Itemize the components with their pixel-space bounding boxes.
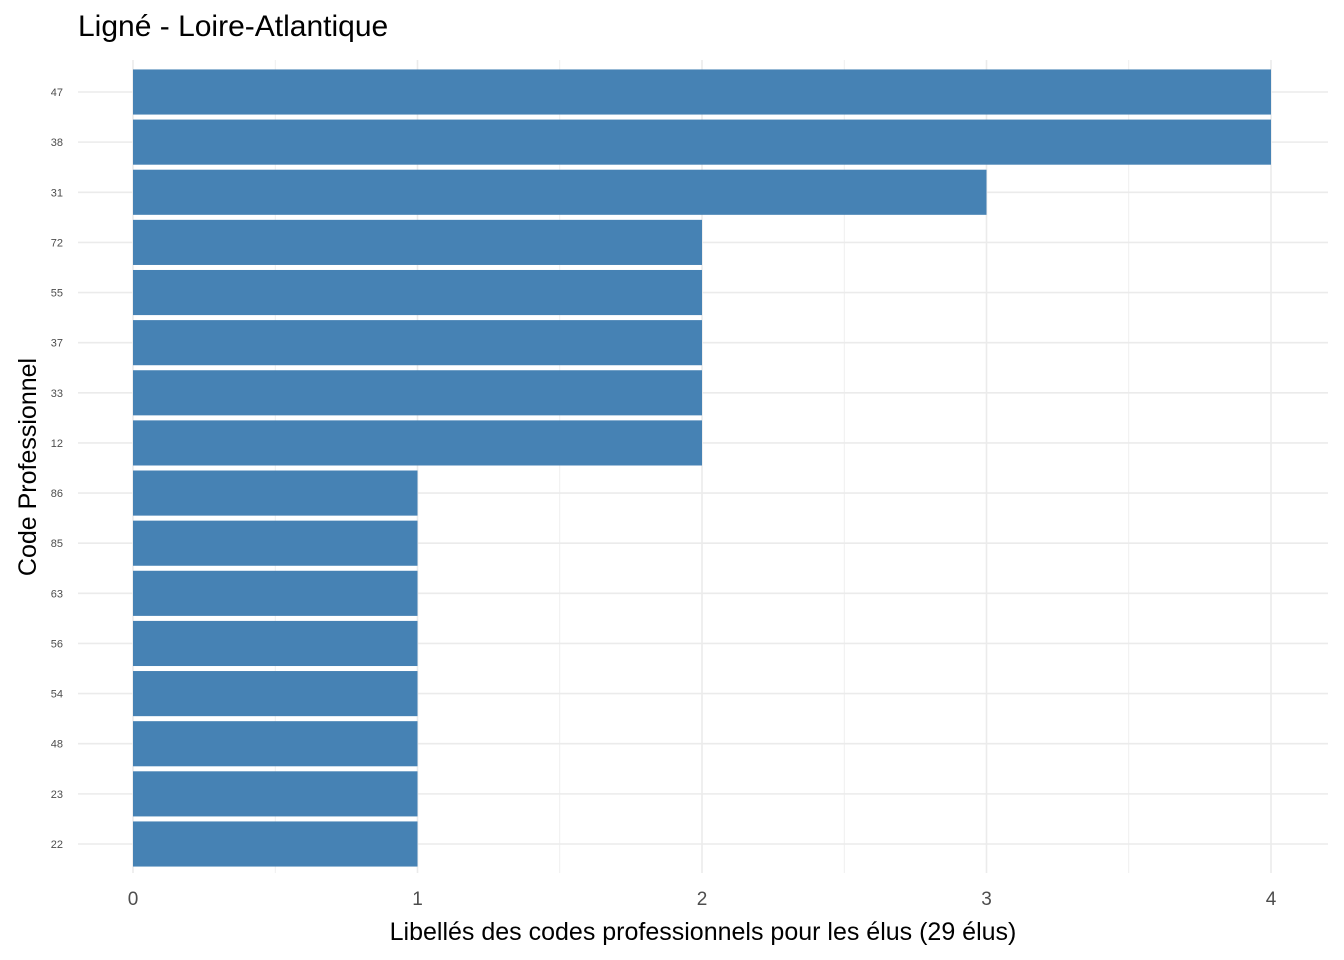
x-tick-label-3: 3 <box>981 889 992 910</box>
y-tick-label-55: 55 <box>51 288 63 300</box>
y-tick-label-31: 31 <box>51 187 63 199</box>
x-tick-label-1: 1 <box>412 889 423 910</box>
x-tick-labels: 0 1 2 3 4 <box>128 889 1277 910</box>
bar-22 <box>133 821 418 867</box>
y-tick-label-86: 86 <box>51 488 63 500</box>
y-tick-labels: 47 38 31 72 55 37 33 12 86 85 63 56 54 48 23 22 <box>51 87 63 851</box>
bar-56 <box>133 620 418 667</box>
bar-33 <box>133 370 702 416</box>
y-tick-label-56: 56 <box>51 638 63 650</box>
y-axis-title: Code Professionnel <box>14 358 42 576</box>
y-tick-label-22: 22 <box>51 839 63 851</box>
bar-72 <box>133 219 702 265</box>
y-tick-label-23: 23 <box>51 789 63 801</box>
chart-title: Ligné - Loire-Atlantique <box>78 10 389 43</box>
y-tick-label-85: 85 <box>51 538 63 550</box>
y-tick-label-12: 12 <box>51 438 63 450</box>
bar-63 <box>133 570 418 616</box>
y-tick-label-33: 33 <box>51 388 63 400</box>
y-tick-label-47: 47 <box>51 87 63 99</box>
y-tick-label-48: 48 <box>51 739 63 751</box>
bars <box>133 69 1271 867</box>
bar-47 <box>133 69 1271 115</box>
bar-23 <box>133 771 418 817</box>
y-tick-label-54: 54 <box>51 689 63 701</box>
bar-54 <box>133 671 418 717</box>
x-axis-title: Libellés des codes professionnels pour l… <box>390 918 1017 946</box>
bar-48 <box>133 721 418 767</box>
bar-85 <box>133 520 418 566</box>
bar-12 <box>133 420 702 466</box>
x-tick-label-4: 4 <box>1266 889 1277 910</box>
bar-37 <box>133 320 702 366</box>
y-tick-label-63: 63 <box>51 588 63 600</box>
bar-86 <box>133 470 418 516</box>
y-tick-label-37: 37 <box>51 338 63 350</box>
y-tick-label-38: 38 <box>51 137 63 149</box>
bar-38 <box>133 119 1271 165</box>
x-tick-label-0: 0 <box>128 889 139 910</box>
bar-31 <box>133 169 987 215</box>
x-tick-label-2: 2 <box>697 889 708 910</box>
bar-55 <box>133 269 702 316</box>
y-tick-label-72: 72 <box>51 237 63 249</box>
